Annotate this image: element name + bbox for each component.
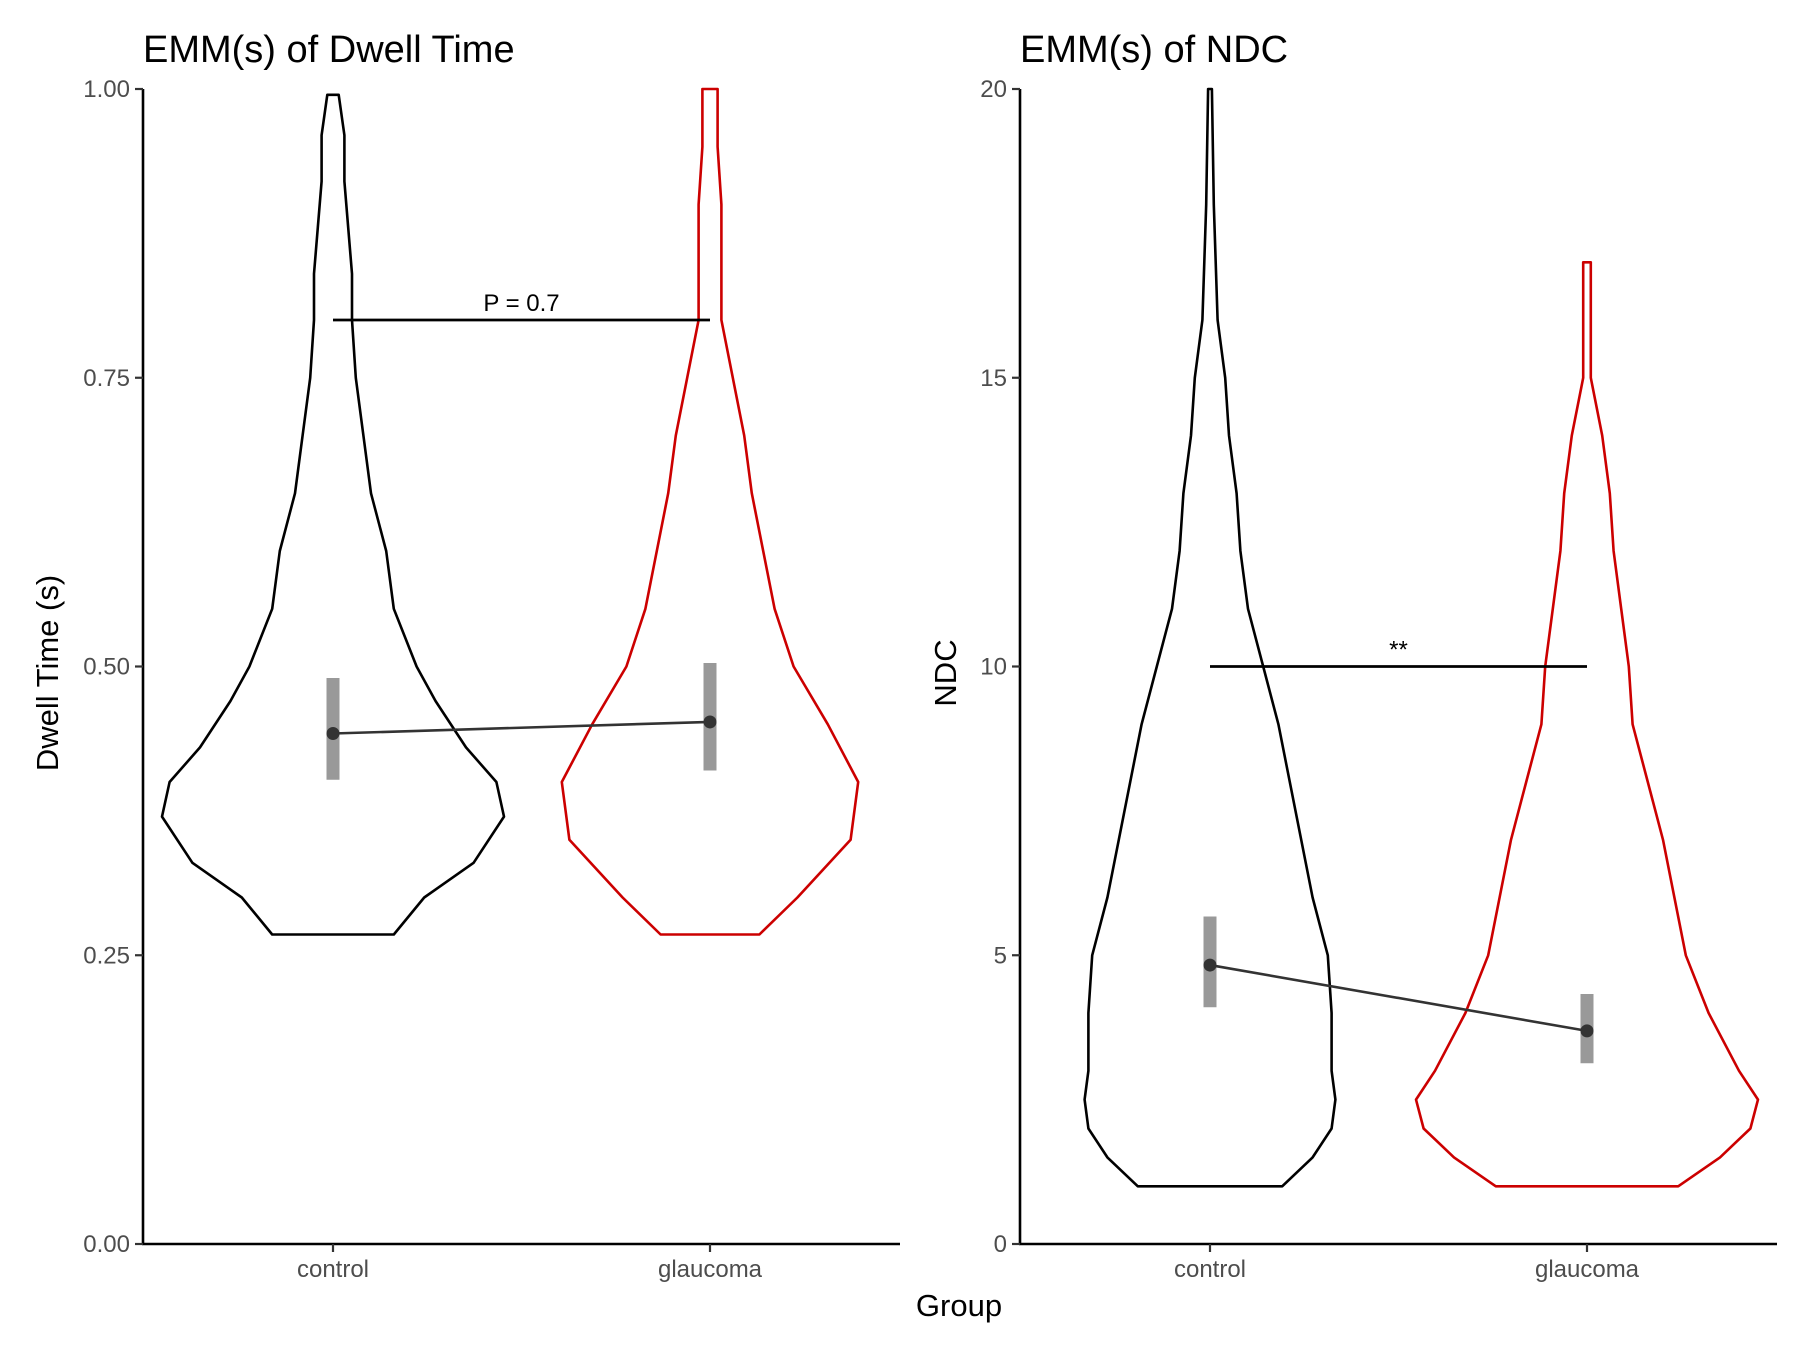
y-axis-title: NDC <box>928 639 963 706</box>
y-tick-label: 5 <box>994 942 1007 969</box>
panel-dwell-time: EMM(s) of Dwell Time Dwell Time (s) P = … <box>30 29 900 1283</box>
violin-layer <box>160 87 860 936</box>
chart-title: EMM(s) of Dwell Time <box>143 29 515 71</box>
violin-layer <box>1083 87 1760 1188</box>
comparison-layer: ** <box>1210 637 1587 668</box>
y-tick-label: 1.00 <box>83 76 130 103</box>
emm-connector-line <box>332 720 711 735</box>
y-tick-label: 0.50 <box>83 654 130 681</box>
x-tick-label: control <box>1174 1256 1246 1283</box>
axes: 0.00 0.25 0.50 0.75 1.00 control glaucoma <box>83 76 900 1283</box>
emm-point-glaucoma <box>1580 1024 1594 1038</box>
emm-layer <box>326 663 717 780</box>
y-tick-label: 0.25 <box>83 942 130 969</box>
violin-control <box>160 93 506 936</box>
emm-layer <box>1203 916 1594 1064</box>
y-tick-label: 0 <box>994 1231 1007 1258</box>
y-tick-label: 0.00 <box>83 1231 130 1258</box>
x-axis-title: Group <box>916 1288 1002 1323</box>
chart-title: EMM(s) of NDC <box>1020 29 1288 71</box>
emm-connector-line <box>1209 963 1588 1033</box>
y-tick-label: 15 <box>980 365 1007 392</box>
y-axis-title: Dwell Time (s) <box>30 575 65 771</box>
y-tick-label: 0.75 <box>83 365 130 392</box>
panel-ndc: EMM(s) of NDC NDC ** 0 5 10 15 20 control glau… <box>928 29 1777 1283</box>
comparison-label: ** <box>1389 637 1408 664</box>
emm-point-glaucoma <box>703 715 717 729</box>
emm-point-control <box>326 726 340 740</box>
y-tick-label: 20 <box>980 76 1007 103</box>
violin-glaucoma <box>1414 261 1760 1188</box>
comparison-label: P = 0.7 <box>483 290 559 317</box>
violin-glaucoma <box>560 87 860 936</box>
x-tick-label: glaucoma <box>658 1256 763 1283</box>
comparison-layer: P = 0.7 <box>333 290 710 322</box>
emm-point-control <box>1203 958 1217 972</box>
violin-control <box>1083 87 1337 1188</box>
axes: 0 5 10 15 20 control glaucoma <box>980 76 1777 1283</box>
x-tick-label: control <box>297 1256 369 1283</box>
x-tick-label: glaucoma <box>1535 1256 1640 1283</box>
y-tick-label: 10 <box>980 654 1007 681</box>
